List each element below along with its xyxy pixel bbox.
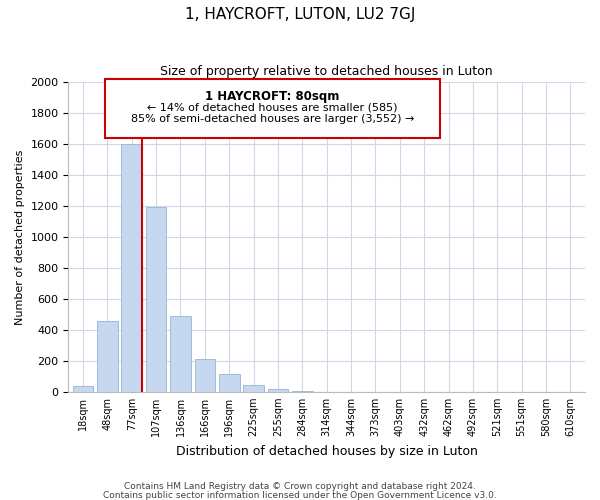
Bar [97, 322, 118, 392]
Text: 85% of semi-detached houses are larger (3,552) →: 85% of semi-detached houses are larger (… [131, 114, 414, 124]
Text: 1, HAYCROFT, LUTON, LU2 7GJ: 1, HAYCROFT, LUTON, LU2 7GJ [185, 8, 415, 22]
Bar [121, 144, 142, 392]
Bar [194, 360, 215, 392]
Y-axis label: Number of detached properties: Number of detached properties [15, 149, 25, 324]
FancyBboxPatch shape [104, 79, 440, 138]
Bar [292, 391, 313, 392]
Bar [243, 385, 264, 392]
Bar [73, 386, 94, 392]
X-axis label: Distribution of detached houses by size in Luton: Distribution of detached houses by size … [176, 444, 478, 458]
Bar [219, 374, 239, 392]
Bar [268, 388, 289, 392]
Bar [170, 316, 191, 392]
Title: Size of property relative to detached houses in Luton: Size of property relative to detached ho… [160, 65, 493, 78]
Text: 1 HAYCROFT: 80sqm: 1 HAYCROFT: 80sqm [205, 90, 340, 102]
Text: Contains HM Land Registry data © Crown copyright and database right 2024.: Contains HM Land Registry data © Crown c… [124, 482, 476, 491]
Text: Contains public sector information licensed under the Open Government Licence v3: Contains public sector information licen… [103, 490, 497, 500]
Bar [146, 206, 166, 392]
Text: ← 14% of detached houses are smaller (585): ← 14% of detached houses are smaller (58… [147, 102, 398, 112]
